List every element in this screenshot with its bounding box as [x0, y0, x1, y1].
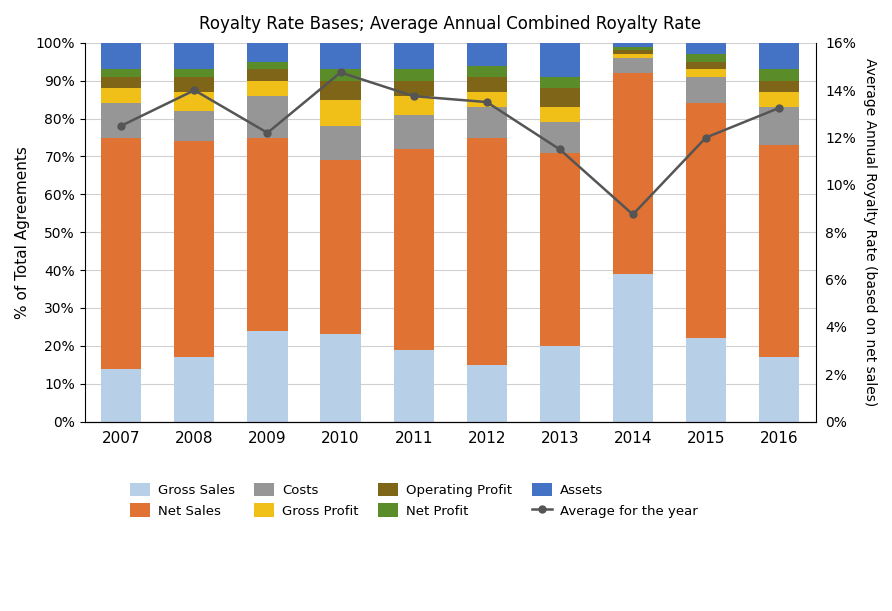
Bar	[174, 141, 214, 357]
Bar	[759, 108, 799, 145]
Bar	[540, 346, 580, 422]
Bar	[540, 43, 580, 77]
Title: Royalty Rate Bases; Average Annual Combined Royalty Rate: Royalty Rate Bases; Average Annual Combi…	[199, 15, 701, 33]
Bar	[320, 334, 360, 422]
Bar	[467, 108, 507, 137]
Bar	[320, 100, 360, 126]
Average for the year	[627, 211, 638, 218]
Bar	[320, 160, 360, 334]
Bar	[393, 115, 434, 149]
Bar	[174, 357, 214, 422]
Bar	[101, 77, 142, 89]
Average for the year	[409, 92, 419, 100]
Bar	[759, 145, 799, 357]
Bar	[686, 54, 726, 62]
Bar	[393, 149, 434, 349]
Y-axis label: Average Annual Royalty Rate (based on net sales): Average Annual Royalty Rate (based on ne…	[863, 58, 877, 406]
Line: Average for the year: Average for the year	[118, 69, 782, 218]
Bar	[101, 43, 142, 70]
Bar	[613, 54, 653, 58]
Bar	[101, 137, 142, 368]
Average for the year	[555, 146, 566, 153]
Average for the year	[116, 122, 127, 130]
Average for the year	[189, 87, 200, 94]
Bar	[759, 81, 799, 92]
Bar	[174, 43, 214, 70]
Bar	[613, 46, 653, 51]
Bar	[613, 58, 653, 73]
Bar	[613, 43, 653, 46]
Bar	[247, 70, 287, 81]
Bar	[320, 70, 360, 81]
Average for the year	[482, 98, 492, 106]
Bar	[467, 92, 507, 108]
Bar	[247, 62, 287, 70]
Bar	[393, 96, 434, 115]
Bar	[101, 89, 142, 103]
Bar	[393, 349, 434, 422]
Bar	[540, 77, 580, 89]
Bar	[101, 103, 142, 137]
Bar	[759, 43, 799, 70]
Bar	[467, 43, 507, 65]
Bar	[686, 70, 726, 77]
Bar	[101, 70, 142, 77]
Bar	[759, 92, 799, 108]
Bar	[320, 81, 360, 100]
Bar	[247, 96, 287, 137]
Bar	[686, 62, 726, 70]
Bar	[174, 70, 214, 77]
Bar	[320, 43, 360, 70]
Bar	[540, 153, 580, 346]
Bar	[174, 77, 214, 92]
Bar	[101, 368, 142, 422]
Bar	[393, 43, 434, 70]
Bar	[540, 89, 580, 108]
Y-axis label: % of Total Agreements: % of Total Agreements	[15, 146, 30, 319]
Bar	[467, 65, 507, 77]
Bar	[759, 70, 799, 81]
Bar	[759, 357, 799, 422]
Bar	[320, 126, 360, 160]
Bar	[393, 81, 434, 96]
Bar	[540, 122, 580, 153]
Legend: Gross Sales, Net Sales, Costs, Gross Profit, Operating Profit, Net Profit, Asset: Gross Sales, Net Sales, Costs, Gross Pro…	[125, 477, 703, 523]
Bar	[247, 81, 287, 96]
Average for the year	[335, 69, 346, 76]
Average for the year	[262, 129, 273, 136]
Average for the year	[773, 104, 784, 112]
Bar	[686, 77, 726, 103]
Bar	[613, 51, 653, 54]
Bar	[467, 137, 507, 365]
Bar	[467, 77, 507, 92]
Bar	[393, 70, 434, 81]
Bar	[540, 108, 580, 122]
Bar	[247, 43, 287, 62]
Average for the year	[700, 134, 711, 141]
Bar	[247, 137, 287, 331]
Bar	[174, 111, 214, 141]
Bar	[467, 365, 507, 422]
Bar	[613, 274, 653, 422]
Bar	[247, 331, 287, 422]
Bar	[686, 43, 726, 54]
Bar	[686, 103, 726, 338]
Bar	[174, 92, 214, 111]
Bar	[686, 338, 726, 422]
Bar	[613, 73, 653, 274]
